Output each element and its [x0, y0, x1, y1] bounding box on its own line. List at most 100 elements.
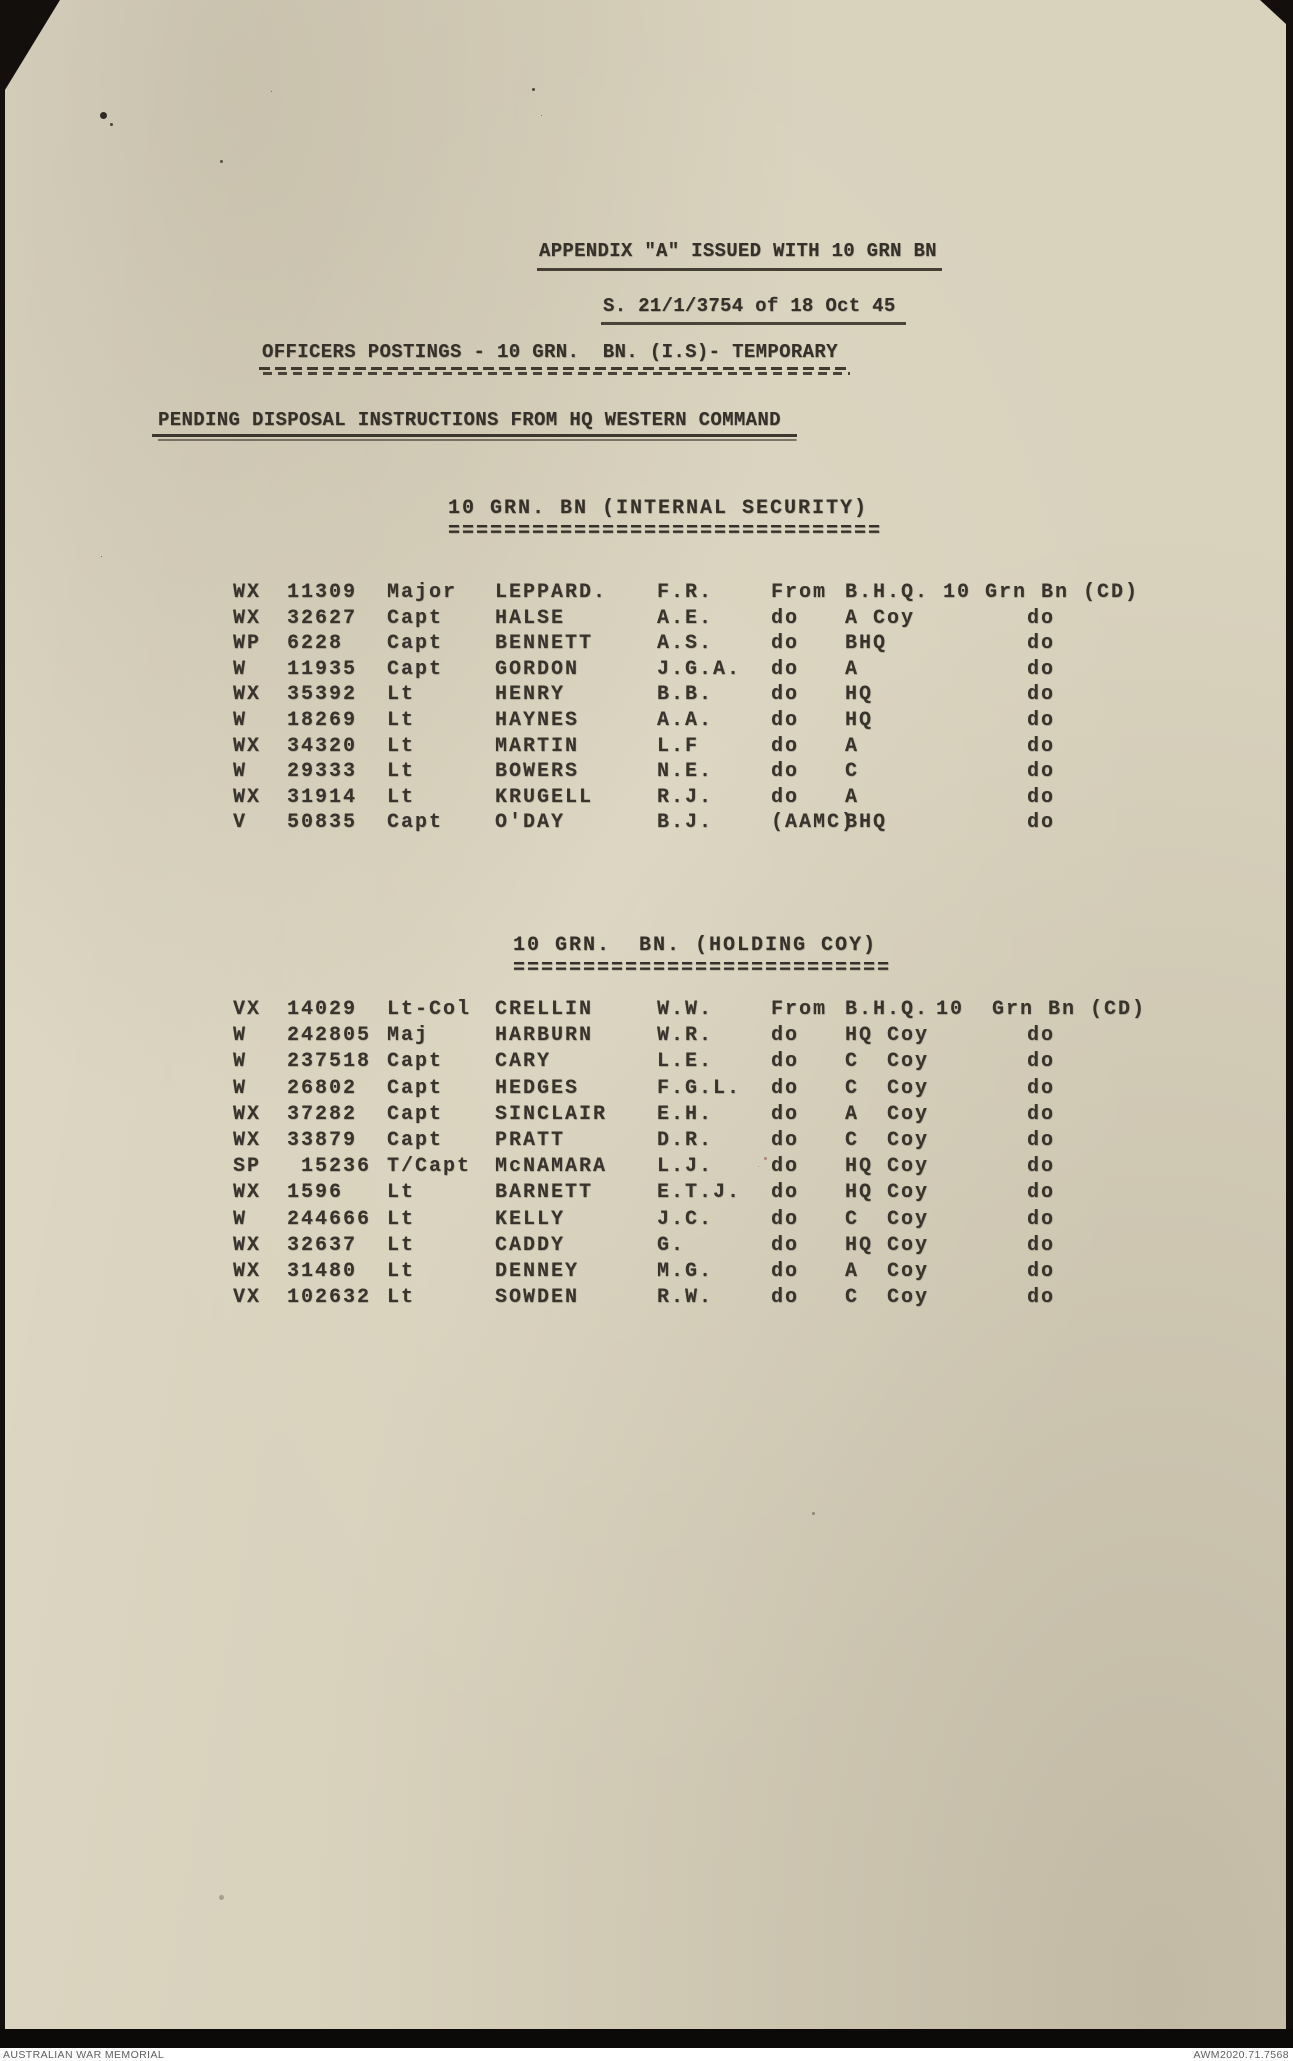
cell-surname: HENRY	[495, 683, 566, 707]
table-row: WP 6228 Capt BENNETT A.S. do BHQ do	[5, 631, 1286, 657]
cell-rank: Lt	[387, 734, 416, 758]
cell-prefix: W	[233, 708, 248, 732]
cell-unit: A	[845, 785, 860, 809]
cell-unit: A Coy	[845, 1102, 930, 1126]
cell-initials: L.E.	[657, 1050, 714, 1074]
cell-from: do	[771, 657, 800, 681]
cell-rank: Lt	[387, 760, 416, 784]
cell-initials: L.F	[657, 734, 700, 758]
cell-unit: C Coy	[845, 1286, 930, 1310]
cell-surname: CARY	[495, 1050, 552, 1074]
cell-number: 31914	[287, 785, 358, 809]
cell-initials: B.B.	[657, 683, 714, 707]
cell-from: do	[771, 1207, 800, 1231]
cell-to: do	[1026, 1076, 1055, 1100]
document-page: APPENDIX "A" ISSUED WITH 10 GRN BN S. 21…	[5, 0, 1286, 2029]
footer-institution: AUSTRALIAN WAR MEMORIAL	[3, 2049, 165, 2061]
cell-number: 244666	[287, 1207, 372, 1231]
cell-number: 237518	[287, 1050, 372, 1074]
cell-to: do	[1026, 632, 1055, 656]
cell-rank: Lt	[387, 708, 416, 732]
cell-initials: A.A.	[657, 708, 714, 732]
cell-unit: C Coy	[845, 1076, 930, 1100]
cell-unit: HQ Coy	[845, 1181, 930, 1205]
cell-rank: Capt	[387, 657, 444, 681]
cell-prefix: W	[233, 657, 248, 681]
cell-rank: Capt	[387, 632, 444, 656]
cell-initials: J.C.	[657, 1207, 714, 1231]
cell-to: do	[1026, 1050, 1055, 1074]
cell-unit: C Coy	[845, 1050, 930, 1074]
cell-from: do	[771, 1286, 800, 1310]
cell-rank: Lt	[387, 1286, 416, 1310]
cell-to: 10 Grn Bn (CD)	[942, 581, 1140, 604]
table-row: W 237518 Capt CARY L.E. do C Coy do	[5, 1049, 1286, 1075]
table-row: W 242805 Maj HARBURN W.R. do HQ Coy do	[5, 1023, 1286, 1049]
table-row: W 26802 Capt HEDGES F.G.L. do C Coy do	[5, 1076, 1286, 1102]
cell-prefix: WX	[233, 1128, 262, 1152]
cell-number: 14029	[287, 998, 358, 1021]
cell-surname: HEDGES	[495, 1076, 580, 1100]
cell-unit: HQ Coy	[845, 1155, 930, 1179]
cell-rank: Capt	[387, 1050, 444, 1074]
cell-surname: O'DAY	[495, 811, 566, 835]
cell-number: 29333	[287, 760, 358, 784]
cell-rank: Maj	[387, 1024, 430, 1048]
cell-prefix: VX	[233, 998, 262, 1021]
cell-prefix: W	[233, 760, 248, 784]
cell-to: do	[1026, 1181, 1055, 1205]
table-row: WX 33879 Capt PRATT D.R. do C Coy do	[5, 1128, 1286, 1154]
cell-prefix: WX	[233, 1102, 262, 1126]
cell-unit: B.H.Q.	[845, 581, 930, 604]
cell-surname: GORDON	[495, 657, 580, 681]
cell-from: do	[771, 1181, 800, 1205]
cell-from: do	[771, 734, 800, 758]
cell-rank: Capt	[387, 1076, 444, 1100]
cell-prefix: WX	[233, 581, 262, 604]
section-heading-underline: ===========================	[513, 957, 892, 980]
cell-from: do	[771, 1024, 800, 1048]
cell-rank: Capt	[387, 1102, 444, 1126]
cell-number: 1596	[287, 1181, 344, 1205]
cell-from: do	[771, 1050, 800, 1074]
cell-surname: SINCLAIR	[495, 1102, 608, 1126]
document-subtitle: PENDING DISPOSAL INSTRUCTIONS FROM HQ WE…	[152, 409, 797, 442]
cell-initials: W.R.	[657, 1024, 714, 1048]
section-heading-underline: ===============================	[448, 520, 883, 543]
reference-line: S. 21/1/3754 of 18 Oct 45	[601, 295, 906, 325]
cell-number: 26802	[287, 1076, 358, 1100]
cell-from: (AAMC)	[771, 811, 856, 835]
cell-unit: A	[845, 657, 860, 681]
table-row: WX 11309 Major LEPPARD. F.R. From B.H.Q. 10 Grn…	[5, 580, 1286, 606]
cell-number: 33879	[287, 1128, 358, 1152]
cell-number: 31480	[287, 1259, 358, 1283]
cell-initials: F.R.	[657, 581, 714, 604]
cell-unit: C Coy	[845, 1128, 930, 1152]
cell-prefix: WP	[233, 632, 262, 656]
cell-surname: BOWERS	[495, 760, 580, 784]
cell-number: 242805	[287, 1024, 372, 1048]
cell-initials: F.G.L.	[657, 1076, 742, 1100]
cell-rank: Major	[387, 581, 458, 604]
table-row: WX 35392 Lt HENRY B.B. do HQ do	[5, 682, 1286, 708]
table-row: WX 32627 Capt HALSE A.E. do A Coy do	[5, 606, 1286, 632]
cell-surname: CRELLIN	[495, 998, 594, 1021]
cell-rank: Lt	[387, 683, 416, 707]
cell-to: do	[1026, 1155, 1055, 1179]
cell-to: do	[1026, 760, 1055, 784]
table-row: WX 32637 Lt CADDY G. do HQ Coy do	[5, 1233, 1286, 1259]
cell-from: do	[771, 1259, 800, 1283]
cell-surname: PRATT	[495, 1128, 566, 1152]
cell-number: 11935	[287, 657, 358, 681]
cell-initials: M.G.	[657, 1259, 714, 1283]
cell-from: From	[771, 998, 828, 1021]
cell-prefix: W	[233, 1207, 248, 1231]
cell-unit: BHQ	[845, 632, 888, 656]
cell-number: 102632	[287, 1286, 372, 1310]
cell-from: do	[771, 760, 800, 784]
cell-unit: A Coy	[845, 1259, 930, 1283]
cell-initials: J.G.A.	[657, 657, 742, 681]
cell-initials: G.	[657, 1233, 686, 1257]
cell-number: 34320	[287, 734, 358, 758]
cell-prefix: WX	[233, 683, 262, 707]
